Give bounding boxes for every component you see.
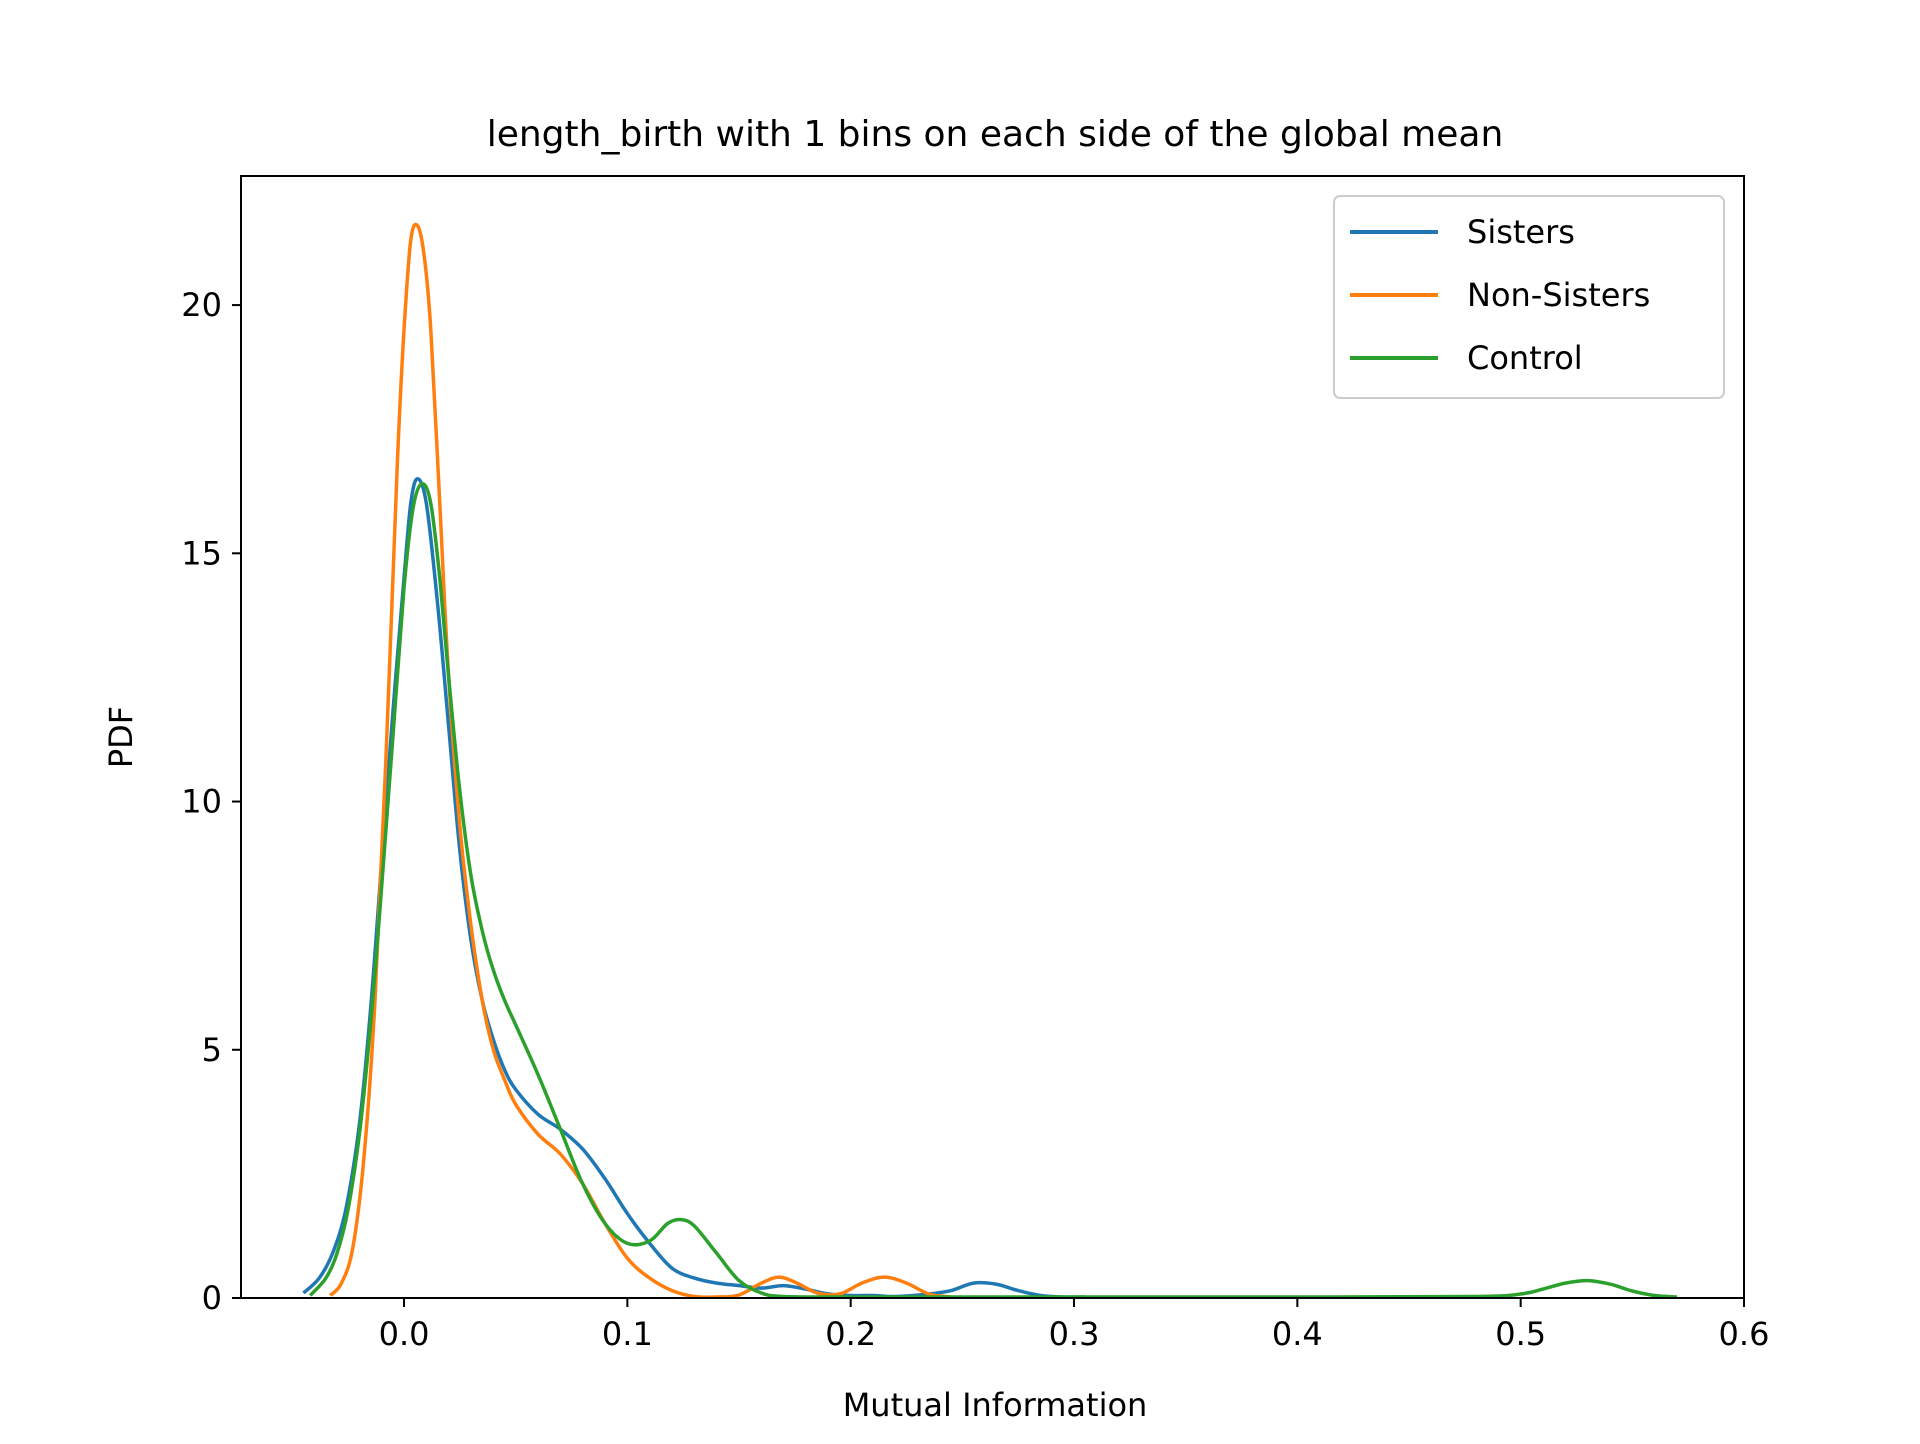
series-line-non-sisters [329,222,952,1300]
x-tick-label: 0.0 [379,1315,430,1353]
x-tick-label: 0.2 [825,1315,876,1353]
lines-layer [302,222,1678,1300]
legend-items: Sisters Non-Sisters Control [1350,213,1650,377]
x-tick-label: 0.3 [1049,1315,1100,1353]
x-tick-label: 0.4 [1272,1315,1323,1353]
x-tick-label: 0.6 [1719,1315,1770,1353]
y-tick-label: 15 [181,534,222,572]
y-tick-label: 10 [181,783,222,821]
x-tick-label: 0.1 [602,1315,653,1353]
y-axis-label: PDF [102,706,140,768]
legend-label-control: Control [1467,339,1583,377]
x-axis-label: Mutual Information [843,1386,1148,1424]
x-axis-ticks: 0.0 0.1 0.2 0.3 0.4 0.5 0.6 [379,1298,1770,1353]
legend-label-sisters: Sisters [1467,213,1575,251]
plot-area-frame [240,175,1745,1299]
y-tick-label: 20 [181,286,222,324]
legend-box [1333,195,1725,399]
y-tick-label: 5 [202,1031,222,1069]
legend: Sisters Non-Sisters Control [1333,195,1725,399]
y-axis-ticks: 0 5 10 15 20 [181,286,241,1317]
legend-label-non-sisters: Non-Sisters [1467,276,1650,314]
y-tick-label: 0 [202,1279,222,1317]
series-line-control [308,482,1678,1299]
x-tick-label: 0.5 [1495,1315,1546,1353]
chart-title: length_birth with 1 bins on each side of… [487,114,1504,155]
